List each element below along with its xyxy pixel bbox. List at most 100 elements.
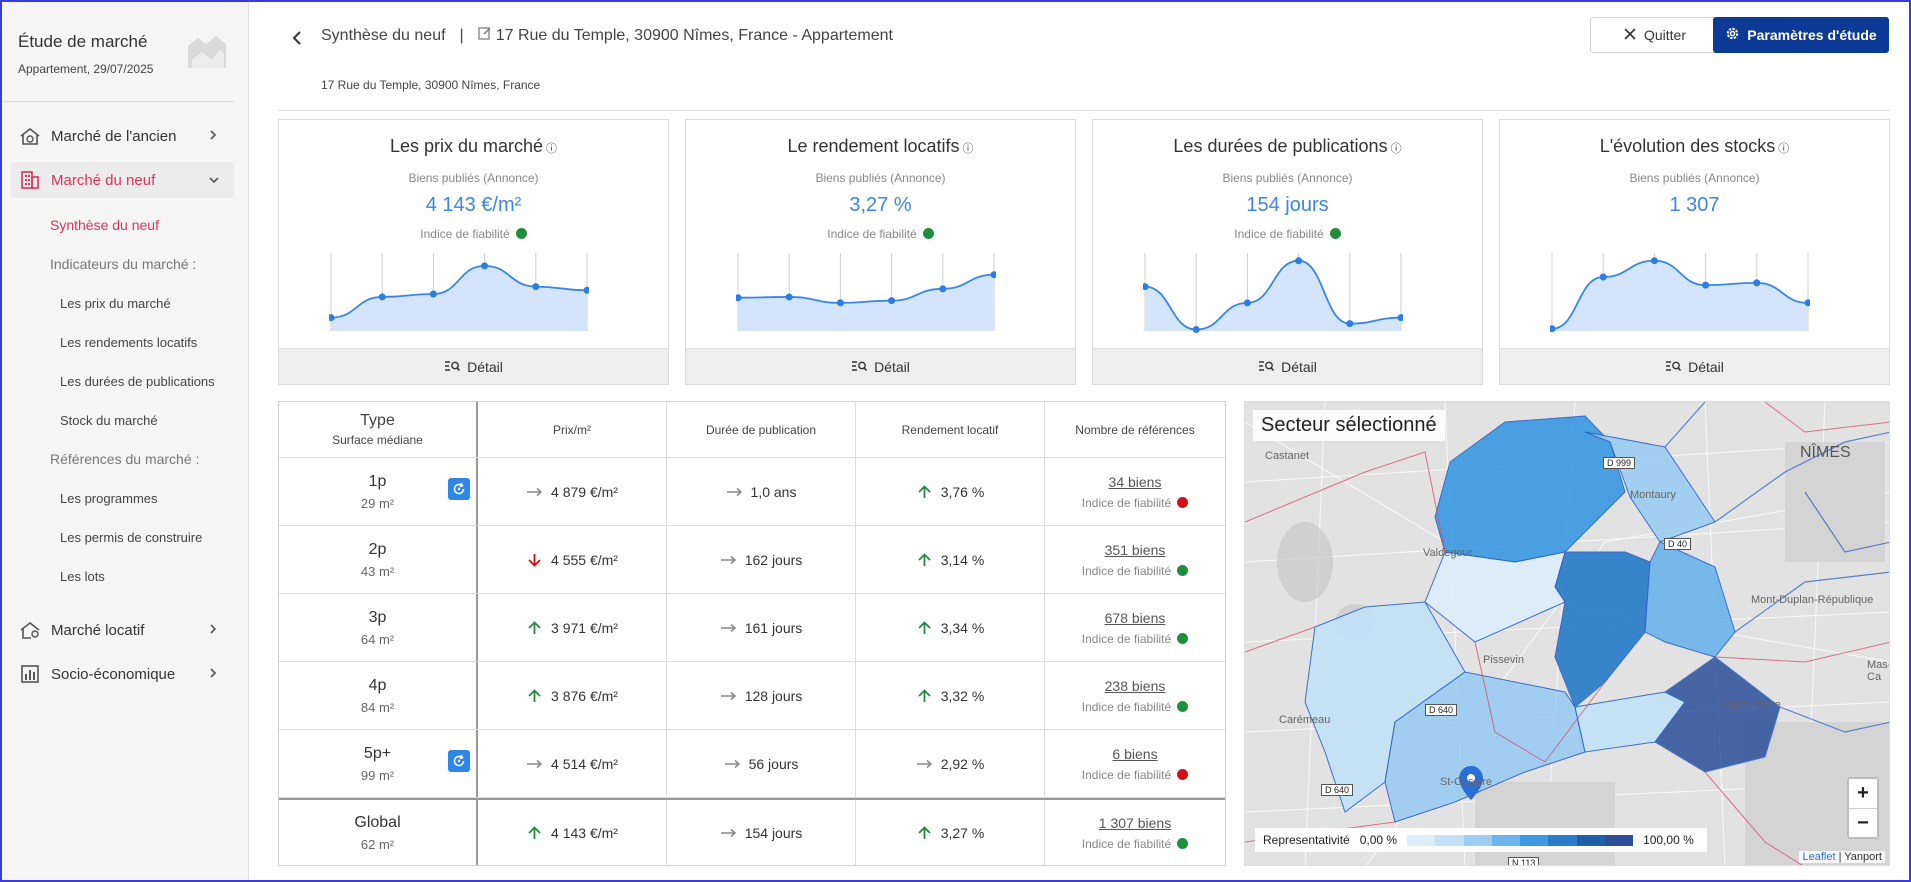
surface-label: 29 m² [360, 495, 395, 511]
quit-button[interactable]: Quitter [1590, 17, 1720, 53]
card-subtitle: Biens publiés (Annonce) [408, 171, 539, 185]
trend-up-arrow-icon [918, 484, 931, 498]
map-canvas[interactable] [1245, 402, 1890, 866]
references-link[interactable]: 351 biens [1104, 541, 1166, 558]
type-label: 5p+ [363, 744, 392, 762]
legend-swatch [1407, 834, 1436, 846]
trend-flat-arrow-icon [720, 691, 736, 700]
sparkline-point [836, 299, 844, 307]
sparkline-point [1397, 314, 1403, 322]
sparkline-point [736, 294, 742, 302]
chevron-right-icon [208, 666, 226, 683]
header-surface-label: Surface médiane [332, 433, 423, 447]
address-title: 17 Rue du Temple, 30900 Nîmes, France - … [495, 27, 893, 44]
references-link[interactable]: 1 307 biens [1098, 814, 1172, 831]
detail-button[interactable]: Détail [686, 348, 1075, 384]
building-icon [19, 169, 41, 191]
cell-rendement: 2,92 % [856, 730, 1045, 797]
sidebar-subitem-rendements[interactable]: Les rendements locatifs [60, 335, 198, 350]
sparkline-chart [1550, 253, 1810, 333]
refresh-icon[interactable] [448, 478, 470, 500]
sidebar-item-neuf[interactable]: Marché du neuf [11, 162, 234, 198]
sidebar-subitem-durees[interactable]: Les durées de publications [60, 374, 215, 389]
info-icon[interactable]: ⓘ [962, 143, 974, 155]
trend-up-arrow-icon [918, 620, 931, 634]
map-place-label: Capouchine [1722, 699, 1781, 711]
refresh-icon[interactable] [448, 750, 470, 772]
sparkline-point [583, 286, 589, 294]
cell-refs: 678 biens Indice de fiabilité [1045, 594, 1225, 661]
sidebar: Étude de marché Appartement, 29/07/2025 … [2, 2, 249, 880]
cell-refs: 34 biens Indice de fiabilité [1045, 458, 1225, 525]
sidebar-subitem-lots[interactable]: Les lots [60, 569, 105, 584]
prix-value: 4 879 €/m² [551, 483, 618, 500]
close-icon [1624, 27, 1636, 43]
table-row: 2p 43 m² 4 555 €/m² 162 jours 3,14 % 351 bien… [279, 526, 1225, 594]
sparkline-point [888, 297, 896, 305]
study-title: Étude de marché [18, 32, 148, 51]
detail-button[interactable]: Détail [279, 348, 668, 384]
detail-button[interactable]: Détail [1500, 348, 1889, 384]
cell-type: 4p 84 m² [279, 662, 478, 729]
edit-icon[interactable] [478, 27, 492, 44]
sidebar-subitem-stock[interactable]: Stock du marché [60, 413, 158, 428]
sidebar-item-locatif[interactable]: Marché locatif [11, 612, 234, 648]
trend-up-arrow-icon [918, 825, 931, 839]
sidebar-subitem-synthese[interactable]: Synthèse du neuf [50, 217, 159, 233]
kpi-card: Le rendement locatifs ⓘ Biens publiés (Ann… [685, 119, 1076, 385]
apartment-logo-icon [188, 36, 226, 68]
references-link[interactable]: 678 biens [1104, 609, 1166, 626]
info-icon[interactable]: ⓘ [546, 143, 558, 155]
detail-button[interactable]: Détail [1093, 348, 1482, 384]
section-label-references: Références du marché : [50, 451, 200, 467]
sparkline-point [1346, 320, 1354, 328]
back-chevron-icon[interactable] [287, 27, 309, 49]
reliability-dot [1177, 496, 1189, 508]
gear-icon [1725, 26, 1740, 44]
reliability-dot [515, 228, 527, 239]
sidebar-subitem-prix[interactable]: Les prix du marché [60, 296, 171, 311]
house-key-icon [19, 619, 41, 641]
card-subtitle: Biens publiés (Annonce) [815, 171, 946, 185]
map-road-label: N 113 [1508, 857, 1540, 865]
zoom-out-button[interactable]: − [1849, 808, 1877, 837]
rendement-value: 3,76 % [940, 483, 985, 500]
references-link[interactable]: 6 biens [1112, 745, 1158, 762]
info-icon[interactable]: ⓘ [1390, 143, 1402, 155]
sparkline-area [1145, 260, 1401, 331]
cell-rendement: 3,27 % [856, 800, 1045, 865]
reliability-indicator: Indice de fiabilité [1082, 837, 1189, 851]
map-place-label: Montaury [1630, 489, 1676, 501]
study-settings-button[interactable]: Paramètres d'étude [1713, 17, 1889, 53]
sidebar-item-socio[interactable]: Socio-économique [11, 656, 234, 692]
sparkline-point [481, 262, 489, 270]
references-link[interactable]: 238 biens [1104, 677, 1166, 694]
kpi-card: Les prix du marché ⓘ Biens publiés (Annonc… [278, 119, 669, 385]
sparkline-point [378, 293, 386, 301]
sidebar-subitem-programmes[interactable]: Les programmes [60, 491, 158, 506]
map-place-label: Mas-Ca [1867, 659, 1890, 683]
sidebar-item-label: Marché locatif [51, 621, 145, 639]
sector-map[interactable]: NÎMES Castanet Montaury Valdegour Mont-Dupla… [1244, 401, 1890, 866]
cell-duree: 161 jours [667, 594, 856, 661]
card-subtitle: Biens publiés (Annonce) [1222, 171, 1353, 185]
info-icon[interactable]: ⓘ [1778, 143, 1790, 155]
rendement-value: 3,27 % [940, 824, 985, 841]
cell-duree: 128 jours [667, 662, 856, 729]
trend-flat-arrow-icon [527, 487, 543, 496]
legend-swatch [1604, 834, 1634, 846]
sidebar-subitem-permis[interactable]: Les permis de construire [60, 530, 203, 545]
references-link[interactable]: 34 biens [1108, 473, 1162, 490]
card-title: L'évolution des stocks ⓘ [1500, 136, 1889, 157]
type-label: 4p [368, 676, 387, 694]
sparkline-point [785, 293, 793, 301]
sidebar-item-label: Marché du neuf [51, 171, 156, 189]
sidebar-item-ancien[interactable]: Marché de l'ancien [11, 118, 234, 154]
detail-search-icon [1665, 359, 1682, 375]
zoom-in-button[interactable]: + [1849, 779, 1877, 808]
trend-flat-arrow-icon [720, 623, 736, 632]
leaflet-link[interactable]: Leaflet [1802, 851, 1836, 863]
table-row: 4p 84 m² 3 876 €/m² 128 jours 3,32 % 238 bien… [279, 662, 1225, 730]
sidebar-item-label: Socio-économique [51, 665, 176, 683]
header-duree: Durée de publication [667, 402, 856, 457]
